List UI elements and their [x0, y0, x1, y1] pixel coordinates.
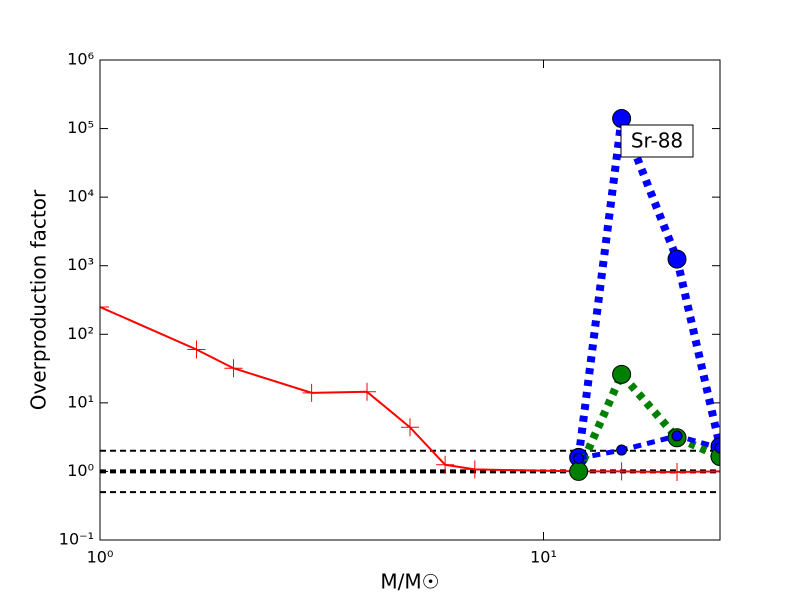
point [711, 462, 720, 481]
point [573, 452, 585, 464]
point [358, 382, 377, 401]
annotation-box [620, 124, 694, 158]
point [668, 463, 687, 482]
point [401, 418, 419, 437]
x-tick-label: 10¹ [530, 548, 557, 567]
point [616, 444, 628, 456]
point [465, 460, 484, 479]
point [569, 461, 589, 481]
series-line [578, 433, 720, 461]
point [302, 383, 321, 402]
plot-frame [99, 59, 721, 541]
x-axis-label: M/M☉ [380, 570, 439, 594]
point [612, 462, 631, 481]
y-tick-label: 10¹ [67, 392, 94, 411]
series-line [574, 367, 720, 474]
point [612, 364, 632, 384]
annotation: Sr-88 [631, 129, 683, 153]
series-line [100, 306, 720, 474]
y-tick-label: 10⁰ [67, 461, 94, 480]
x-tick-label: 10⁰ [87, 548, 114, 567]
point [224, 359, 243, 378]
y-tick-label: 10² [67, 324, 94, 343]
y-tick-label: 10⁵ [67, 118, 94, 137]
y-tick-label: 10⁶ [67, 50, 94, 69]
point [671, 430, 683, 442]
y-tick-label: 10³ [67, 255, 94, 274]
point [714, 442, 720, 454]
series-line [574, 117, 720, 458]
y-axis-label: Overproduction factor [27, 189, 51, 410]
point [187, 340, 206, 359]
point [667, 249, 687, 269]
point [436, 455, 455, 474]
y-tick-label: 10⁴ [67, 187, 94, 206]
point [100, 297, 109, 316]
y-tick-label: 10⁻¹ [59, 530, 94, 549]
